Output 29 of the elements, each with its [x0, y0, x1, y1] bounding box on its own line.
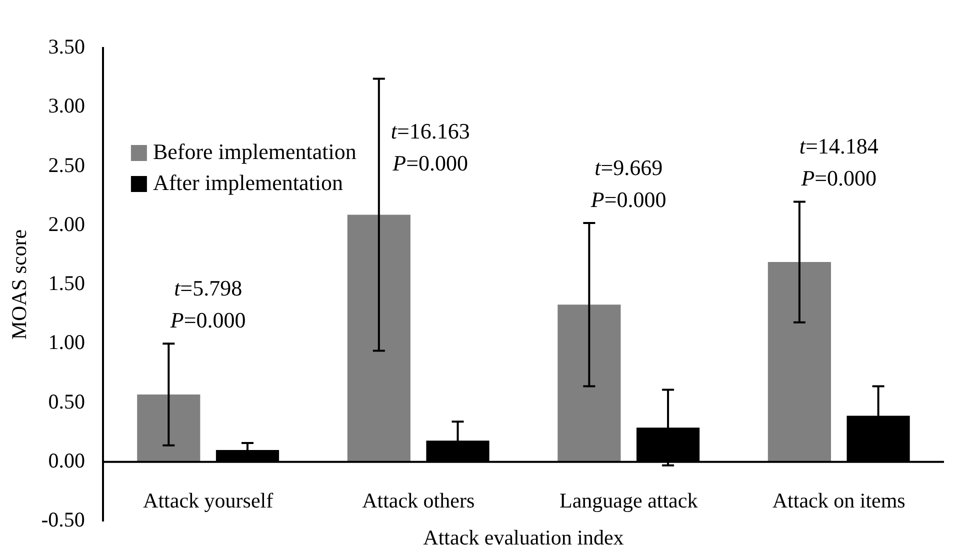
legend-label: After implementation — [152, 170, 343, 195]
y-tick-label: 1.00 — [48, 330, 85, 354]
annotation: P=0.000 — [590, 186, 666, 212]
annotation: t=5.798 — [174, 275, 242, 300]
legend-label: Before implementation — [152, 138, 356, 164]
y-tick-label: 3.00 — [48, 94, 85, 118]
x-tick-label: Attack others — [362, 488, 475, 512]
bar — [137, 394, 200, 462]
y-axis-title: MOAS score — [7, 229, 32, 340]
annotation: t=16.163 — [390, 118, 470, 144]
y-tick-label: -0.50 — [41, 508, 85, 532]
y-tick-label: 0.00 — [48, 448, 85, 472]
bar — [768, 262, 831, 462]
annotation: P=0.000 — [800, 166, 877, 191]
bar — [558, 304, 621, 462]
y-tick-label: 3.50 — [48, 34, 85, 59]
y-tick-label: 2.00 — [48, 212, 85, 236]
annotation: t=9.669 — [594, 154, 663, 180]
y-tick-label: 1.50 — [48, 271, 85, 296]
y-tick-label: 0.50 — [48, 389, 85, 414]
annotation: P=0.000 — [169, 307, 246, 332]
x-tick-label: Attack on items — [772, 488, 906, 512]
x-axis-title: Attack evaluation index — [423, 526, 624, 547]
x-tick-label: Attack yourself — [143, 488, 274, 512]
annotation: t=14.184 — [799, 134, 878, 159]
annotation: P=0.000 — [392, 150, 468, 176]
x-tick-label: Language attack — [560, 488, 698, 512]
y-tick-label: 2.50 — [48, 152, 85, 177]
bar — [347, 214, 410, 462]
